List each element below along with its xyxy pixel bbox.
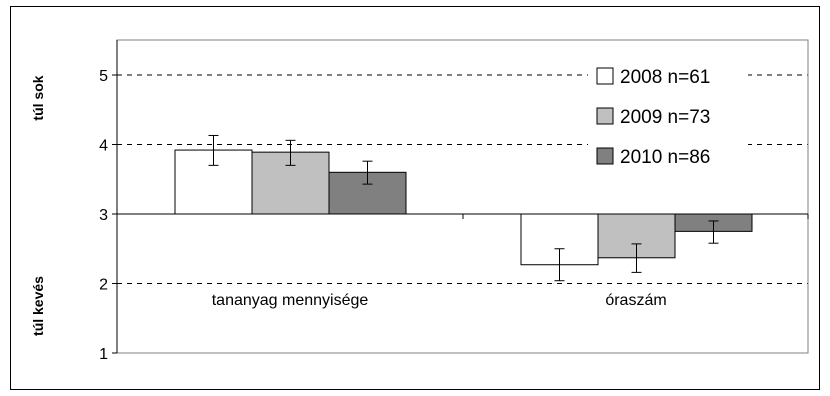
category-labels: tananyag mennyisége óraszám — [212, 292, 667, 309]
y-tick-label: 3 — [99, 207, 108, 224]
legend-swatch — [596, 107, 614, 125]
legend-swatch — [596, 67, 614, 85]
y-tick-label: 1 — [99, 346, 108, 363]
legend-label: 2010 n=86 — [620, 147, 710, 168]
category-label: tananyag mennyisége — [212, 292, 369, 309]
y-tick-label: 5 — [99, 68, 108, 85]
y-label-top: túl sok — [30, 75, 46, 120]
legend-swatch — [596, 147, 614, 165]
legend: 2008 n=61 2009 n=73 2010 n=86 — [588, 60, 748, 192]
category-label: óraszám — [605, 292, 666, 309]
error-bars — [208, 134, 719, 282]
legend-box — [588, 60, 748, 192]
legend-label: 2008 n=61 — [620, 67, 710, 88]
y-label-bottom: túl kevés — [30, 276, 46, 336]
bars — [174, 149, 753, 266]
y-tick-labels: 1 2 3 4 5 — [99, 68, 108, 363]
y-tick-label: 2 — [99, 277, 108, 294]
y-tick-label: 4 — [99, 138, 108, 155]
legend-label: 2009 n=73 — [620, 107, 710, 128]
